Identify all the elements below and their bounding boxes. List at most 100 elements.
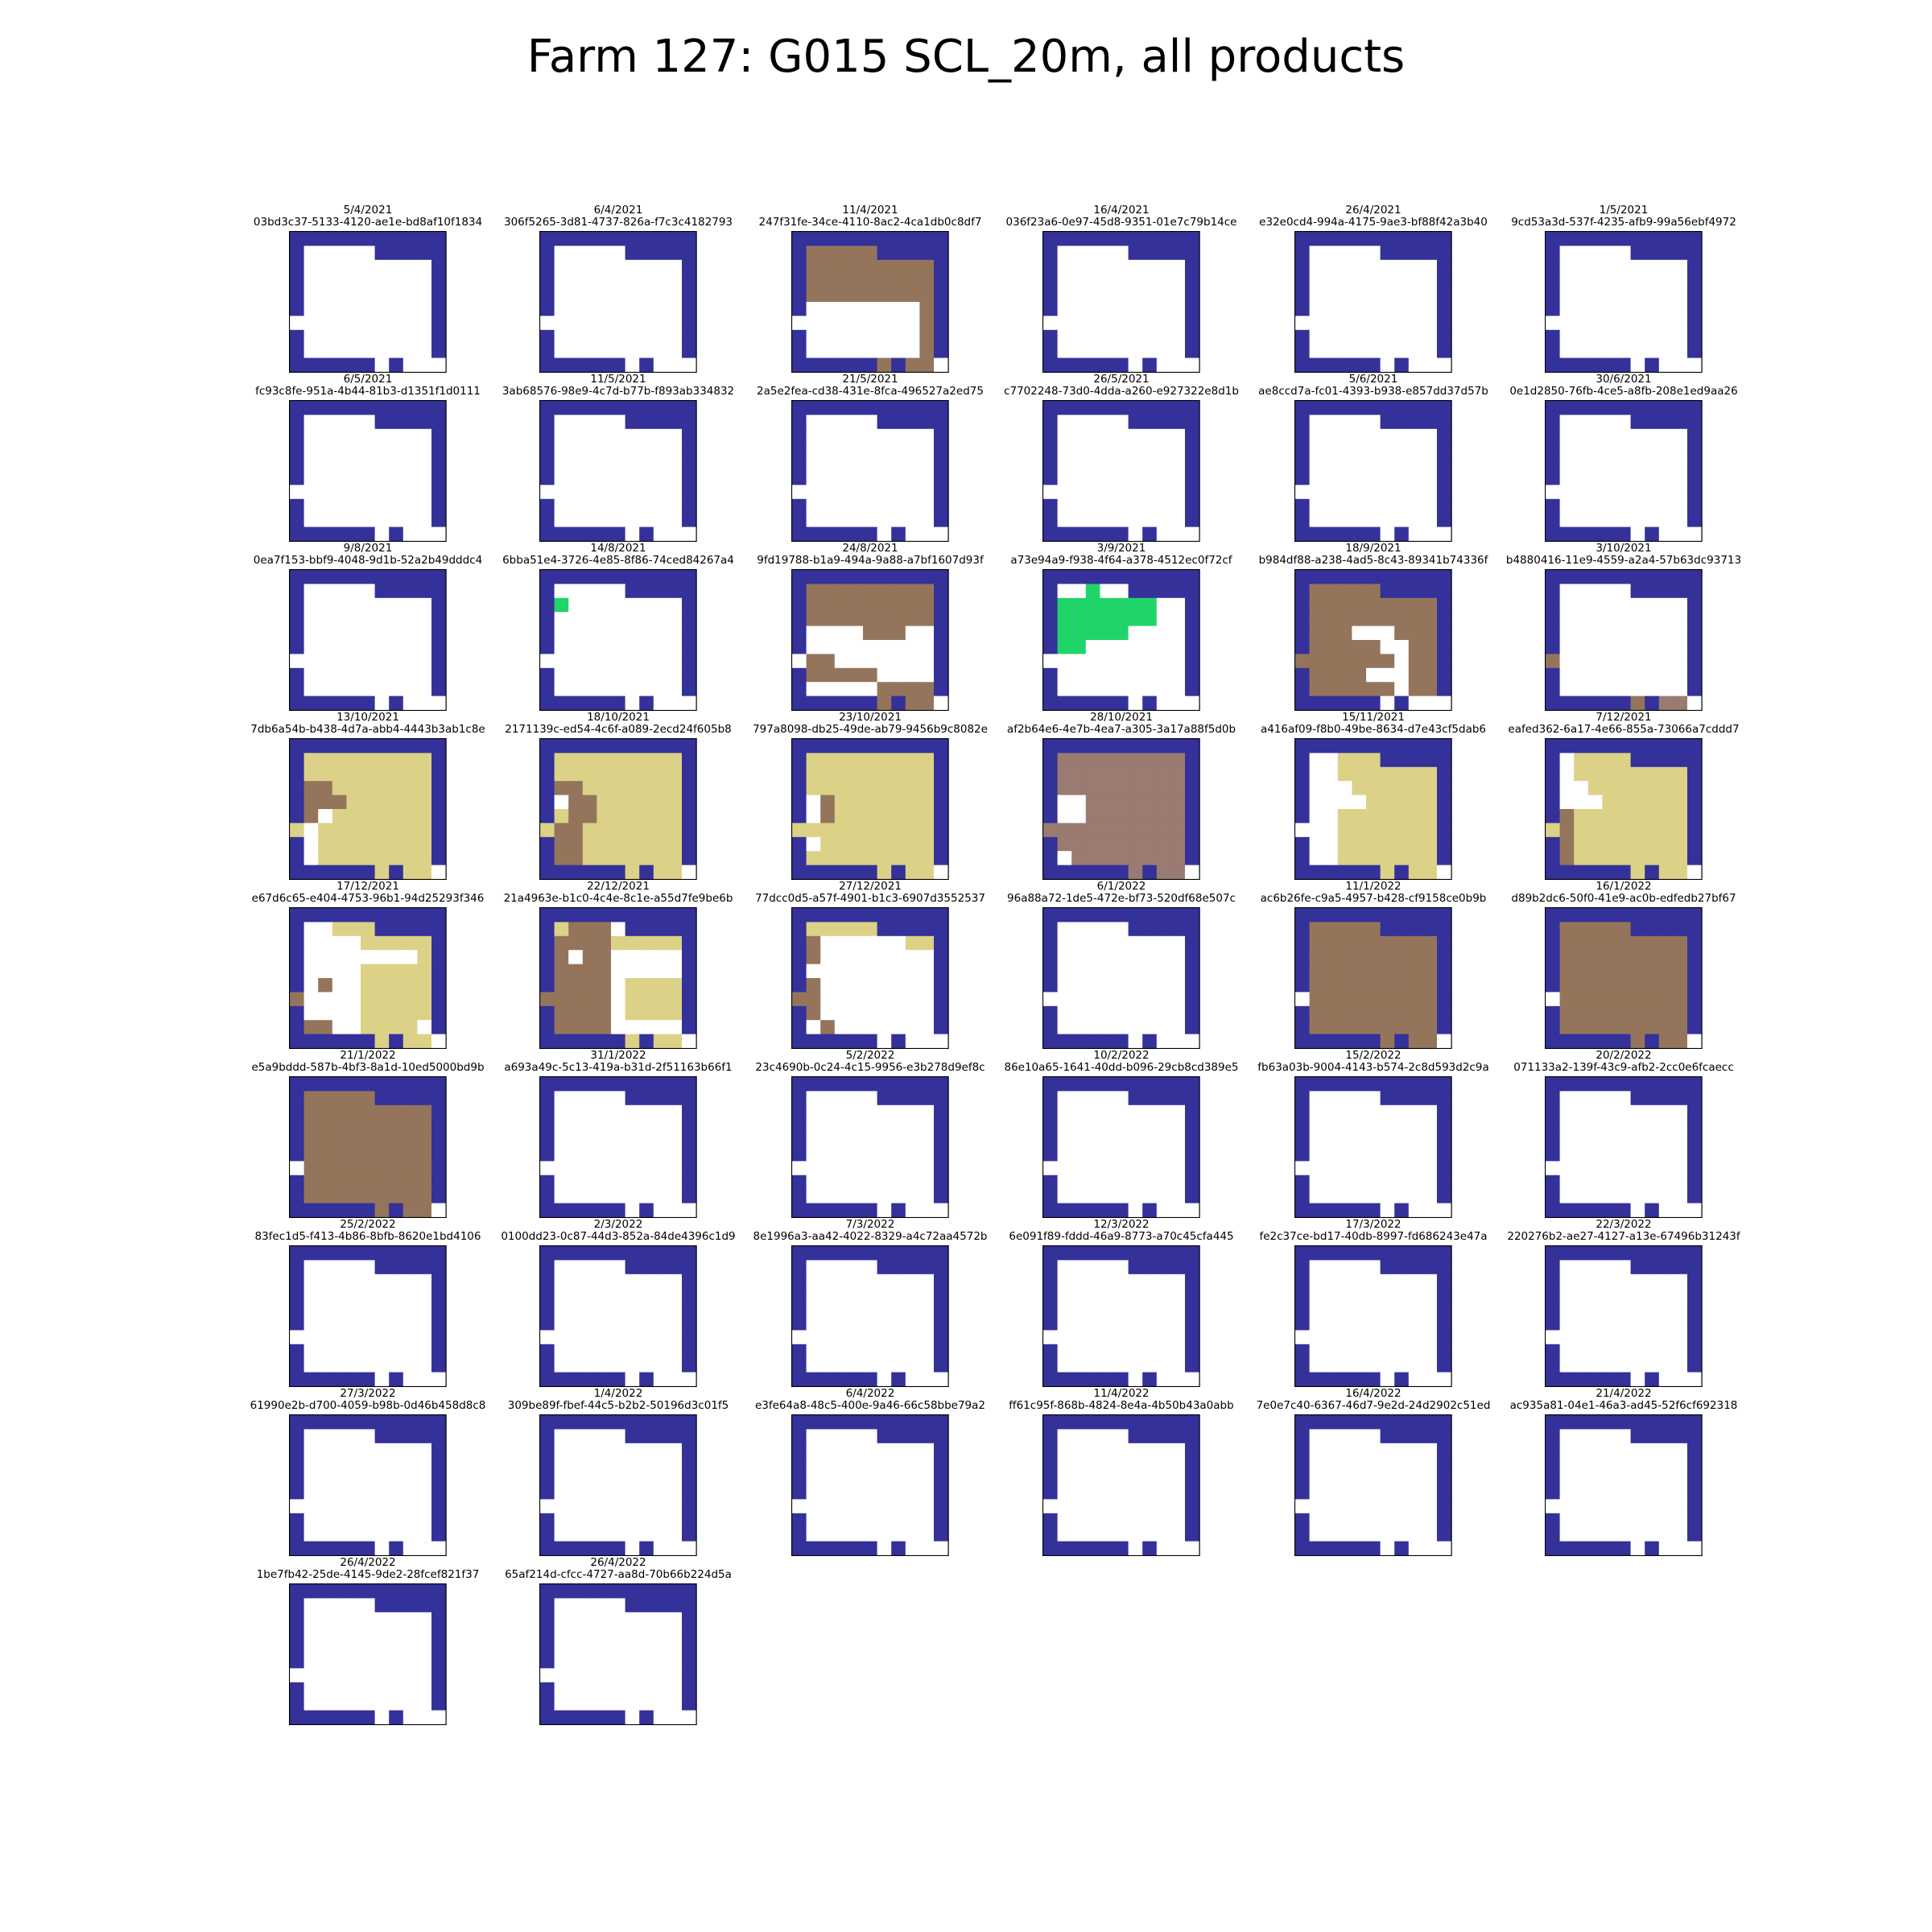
heatmap-cell bbox=[375, 401, 390, 415]
heatmap-cell bbox=[654, 668, 668, 683]
heatmap-cell bbox=[1409, 908, 1423, 923]
scl-heatmap bbox=[539, 1245, 697, 1387]
heatmap-cell bbox=[1381, 1316, 1395, 1331]
heatmap-cell bbox=[654, 1161, 668, 1175]
heatmap-cell bbox=[1086, 626, 1100, 641]
heatmap-cell bbox=[792, 415, 807, 429]
heatmap-cell bbox=[1659, 739, 1674, 753]
panel-date: 15/2/2022 bbox=[1249, 1049, 1498, 1062]
heatmap-cell bbox=[1170, 978, 1185, 993]
heatmap-cell bbox=[1631, 1302, 1645, 1317]
heatmap-cell bbox=[389, 1006, 403, 1021]
heatmap-cell bbox=[568, 823, 583, 837]
heatmap-cell bbox=[667, 1457, 682, 1472]
heatmap-cell bbox=[1043, 823, 1058, 837]
heatmap-cell bbox=[1409, 1020, 1423, 1034]
heatmap-cell bbox=[1086, 1006, 1100, 1021]
heatmap-cell bbox=[1295, 401, 1310, 415]
heatmap-cell bbox=[431, 584, 446, 598]
heatmap-cell bbox=[1170, 612, 1185, 626]
heatmap-cell bbox=[1409, 429, 1423, 444]
heatmap-cell bbox=[654, 1147, 668, 1162]
heatmap-cell bbox=[1043, 682, 1058, 696]
heatmap-cell bbox=[361, 1457, 375, 1472]
heatmap-cell bbox=[1560, 443, 1575, 457]
heatmap-cell bbox=[1310, 950, 1324, 964]
heatmap-cell bbox=[667, 1443, 682, 1458]
heatmap-cell bbox=[1560, 964, 1575, 979]
heatmap-cell bbox=[1129, 246, 1143, 260]
heatmap-cell bbox=[625, 781, 640, 795]
heatmap-cell bbox=[919, 1147, 934, 1162]
heatmap-cell bbox=[1616, 612, 1631, 626]
heatmap-cell bbox=[1295, 865, 1310, 880]
heatmap-cell bbox=[290, 1119, 304, 1133]
heatmap-cell bbox=[583, 584, 597, 598]
heatmap-cell bbox=[332, 570, 347, 584]
heatmap-cell bbox=[934, 654, 948, 668]
heatmap-cell bbox=[682, 358, 696, 373]
heatmap-cell bbox=[1058, 1006, 1072, 1021]
heatmap-cell bbox=[1560, 1189, 1575, 1203]
heatmap-cell bbox=[1295, 1133, 1310, 1148]
heatmap-cell bbox=[1058, 232, 1072, 246]
heatmap-cell bbox=[1142, 922, 1157, 936]
heatmap-cell bbox=[417, 668, 431, 683]
heatmap-cell bbox=[877, 837, 892, 852]
heatmap-cell bbox=[555, 908, 569, 923]
heatmap-cell bbox=[597, 1260, 611, 1274]
heatmap-cell bbox=[1114, 851, 1129, 865]
heatmap-cell bbox=[1157, 584, 1171, 598]
heatmap-cell bbox=[1338, 485, 1352, 499]
heatmap-cell bbox=[835, 640, 849, 654]
heatmap-cell bbox=[375, 1105, 390, 1120]
heatmap-cell bbox=[583, 1288, 597, 1302]
heatmap-cell bbox=[540, 330, 555, 345]
heatmap-cell bbox=[891, 753, 906, 767]
heatmap-cell bbox=[1422, 922, 1437, 936]
heatmap-cell bbox=[346, 1527, 361, 1542]
heatmap-cell bbox=[346, 992, 361, 1006]
heatmap-cell bbox=[848, 612, 863, 626]
heatmap-cell bbox=[417, 922, 431, 936]
heatmap-cell bbox=[1616, 1147, 1631, 1162]
heatmap-cell bbox=[934, 443, 948, 457]
heatmap-cell bbox=[1366, 457, 1381, 472]
heatmap-cell bbox=[375, 1189, 390, 1203]
heatmap-cell bbox=[1142, 1133, 1157, 1148]
heatmap-cell bbox=[906, 443, 920, 457]
heatmap-cell bbox=[389, 260, 403, 275]
heatmap-cell bbox=[540, 499, 555, 514]
panel-product-id: 9cd53a3d-537f-4235-afb9-99a56ebf4972 bbox=[1499, 216, 1748, 229]
heatmap-cell bbox=[906, 527, 920, 542]
heatmap-cell bbox=[639, 696, 654, 711]
figure-title: Farm 127: G015 SCL_20m, all products bbox=[0, 29, 1932, 85]
heatmap-cell bbox=[1659, 654, 1674, 668]
heatmap-cell bbox=[906, 288, 920, 303]
heatmap-cell bbox=[1323, 302, 1338, 316]
heatmap-cell bbox=[304, 865, 319, 880]
heatmap-cell bbox=[1295, 908, 1310, 923]
panel-date: 12/3/2022 bbox=[997, 1218, 1246, 1231]
heatmap-cell bbox=[1310, 992, 1324, 1006]
heatmap-cell bbox=[863, 795, 877, 810]
heatmap-cell bbox=[568, 1105, 583, 1120]
panel-date: 11/1/2022 bbox=[1249, 880, 1498, 893]
panel-date: 10/2/2022 bbox=[997, 1049, 1246, 1062]
heatmap-cell bbox=[654, 260, 668, 275]
heatmap-cell bbox=[820, 499, 835, 514]
heatmap-cell bbox=[361, 1527, 375, 1542]
heatmap-cell bbox=[346, 1246, 361, 1261]
heatmap-cell bbox=[877, 668, 892, 683]
heatmap-cell bbox=[1295, 499, 1310, 514]
heatmap-cell bbox=[1546, 978, 1560, 993]
heatmap-cell bbox=[346, 1034, 361, 1049]
heatmap-cell bbox=[375, 767, 390, 782]
heatmap-cell bbox=[1295, 415, 1310, 429]
heatmap-cell bbox=[568, 654, 583, 668]
heatmap-cell bbox=[1616, 1175, 1631, 1190]
heatmap-cell bbox=[1071, 302, 1086, 316]
heatmap-cell bbox=[848, 1203, 863, 1218]
heatmap-cell bbox=[290, 274, 304, 288]
heatmap-cell bbox=[1100, 513, 1114, 527]
